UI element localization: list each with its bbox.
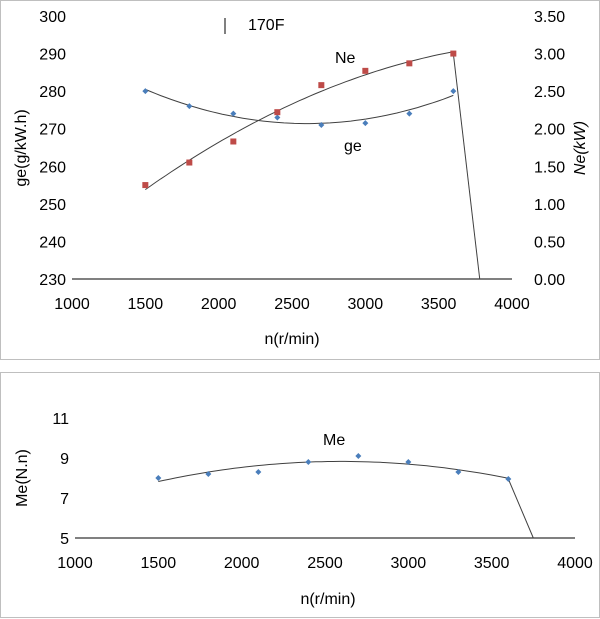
me-chart: Me(N.n) n(r/min) Me 1000 1500 2000 2500 3000… xyxy=(14,411,593,608)
x-tick-label: 2500 xyxy=(274,296,310,313)
x-axis-label-bottom: n(r/min) xyxy=(300,591,355,608)
data-point-ne xyxy=(142,182,149,189)
data-point-ge xyxy=(230,110,237,117)
y-tick-label: 270 xyxy=(39,122,66,139)
y2-tick-label: 0.50 xyxy=(534,234,565,251)
chart-title-170f: 170F xyxy=(248,17,285,34)
dropoff-line-ne xyxy=(452,53,481,280)
chart-panel-bottom xyxy=(0,372,600,618)
data-point-me xyxy=(305,459,312,465)
y2-axis-label-ne: Ne(kW) xyxy=(572,121,589,175)
x-axis-label-top: n(r/min) xyxy=(264,331,319,348)
y-tick-label: 290 xyxy=(39,47,66,64)
trendline-ne xyxy=(145,51,454,191)
data-point-me xyxy=(405,459,412,465)
data-point-me xyxy=(355,453,362,459)
data-point-ne xyxy=(406,60,413,67)
data-point-ge xyxy=(318,121,325,128)
y-tick-label: 9 xyxy=(60,451,69,468)
data-point-me xyxy=(205,471,212,477)
dropoff-line-me xyxy=(507,478,534,539)
series-label-ne: Ne xyxy=(335,50,356,67)
series-label-ge: ge xyxy=(344,138,362,155)
x-tick-label: 1000 xyxy=(54,296,90,313)
data-point-ge xyxy=(274,114,281,121)
y-tick-label: 280 xyxy=(39,84,66,101)
x-tick-label: 1000 xyxy=(57,555,93,572)
trendline-ge xyxy=(145,88,454,125)
trendline-me xyxy=(158,460,509,482)
y-tick-label: 5 xyxy=(60,531,69,548)
y2-tick-label: 1.50 xyxy=(534,159,565,176)
data-point-ge xyxy=(406,110,413,117)
x-tick-label: 3500 xyxy=(421,296,457,313)
x-tick-label: 1500 xyxy=(141,555,177,572)
y-tick-label: 240 xyxy=(39,234,66,251)
x-tick-label: 2000 xyxy=(224,555,260,572)
data-point-ne xyxy=(318,82,325,89)
y2-tick-label: 2.50 xyxy=(534,84,565,101)
y-tick-label: 260 xyxy=(39,159,66,176)
data-point-me xyxy=(255,469,262,475)
data-point-ge xyxy=(450,88,457,95)
data-point-ne xyxy=(450,50,457,57)
data-point-ne xyxy=(274,109,281,116)
y-tick-label: 7 xyxy=(60,491,69,508)
y2-tick-label: 0.00 xyxy=(534,272,565,289)
data-point-me xyxy=(155,475,162,481)
x-tick-label: 2000 xyxy=(201,296,237,313)
data-point-me xyxy=(455,469,462,475)
x-tick-label: 4000 xyxy=(494,296,530,313)
data-point-ne xyxy=(230,138,237,145)
x-tick-label: 3000 xyxy=(348,296,384,313)
data-point-ne xyxy=(186,159,193,166)
y2-tick-label: 1.00 xyxy=(534,197,565,214)
data-point-ge xyxy=(142,88,149,95)
x-tick-label: 4000 xyxy=(557,555,593,572)
data-point-ge xyxy=(186,103,193,110)
y-tick-label: 11 xyxy=(52,411,69,428)
x-tick-label: 1500 xyxy=(128,296,164,313)
y2-tick-label: 3.00 xyxy=(534,47,565,64)
y2-tick-label: 3.50 xyxy=(534,9,565,26)
series-label-me: Me xyxy=(323,432,345,449)
data-point-ne xyxy=(362,67,369,74)
data-point-ge xyxy=(362,120,369,127)
y-tick-label: 250 xyxy=(39,197,66,214)
chart-panel-top xyxy=(0,0,600,360)
x-tick-label: 2500 xyxy=(307,555,343,572)
y-tick-label: 300 xyxy=(39,9,66,26)
y-tick-label: 230 xyxy=(39,272,66,289)
ge-ne-chart: 170F ge(g/kW.h) Ne(kW) n(r/min) Ne ge 10… xyxy=(13,9,589,348)
x-tick-label: 3500 xyxy=(474,555,510,572)
x-tick-label: 3000 xyxy=(391,555,427,572)
y2-tick-label: 2.00 xyxy=(534,122,565,139)
y-axis-label-me: Me(N.n) xyxy=(14,449,31,507)
y-axis-label-ge: ge(g/kW.h) xyxy=(13,109,30,186)
data-point-me xyxy=(505,476,512,482)
